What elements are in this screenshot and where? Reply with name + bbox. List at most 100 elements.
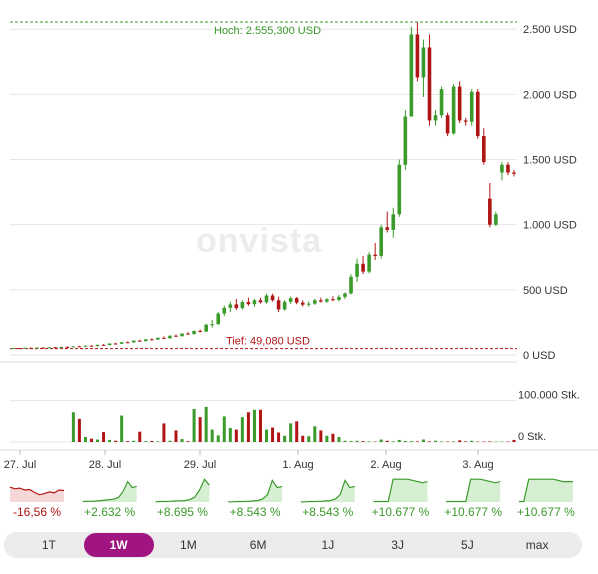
- x-tick-label: 28. Jul: [89, 459, 121, 471]
- volume-bar: [313, 426, 316, 442]
- volume-bar: [289, 423, 292, 442]
- volume-bar: [434, 441, 437, 442]
- candle-body: [373, 255, 377, 256]
- x-tick-label: 3. Aug: [462, 459, 493, 471]
- low-label: Tief: 49,080 USD: [226, 336, 310, 348]
- sparkline-area: [83, 482, 137, 502]
- sparkline-4: +8.543 %: [228, 480, 282, 519]
- candle-body: [379, 227, 383, 256]
- candle-body: [35, 348, 39, 349]
- range-button-1m[interactable]: 1M: [154, 533, 224, 557]
- candle-body: [434, 115, 438, 120]
- candle-body: [168, 336, 172, 339]
- candle-body: [422, 47, 426, 77]
- volume-bar: [156, 441, 159, 442]
- volume-bar: [319, 430, 322, 442]
- candle-body: [204, 325, 208, 332]
- candle-body: [41, 348, 45, 349]
- volume-bar: [325, 436, 328, 442]
- volume-bar: [114, 441, 117, 442]
- candle-body: [138, 341, 142, 342]
- x-tick-label: 2. Aug: [370, 459, 401, 471]
- volume-bar: [174, 430, 177, 442]
- volume-bar: [283, 436, 286, 442]
- volume-bar: [362, 441, 365, 442]
- candle-body: [216, 314, 220, 325]
- range-button-1w[interactable]: 1W: [84, 533, 154, 557]
- y-tick-label: 1.000 USD: [523, 220, 577, 232]
- volume-bar: [380, 440, 383, 442]
- candle-body: [241, 302, 245, 308]
- volume-bar: [440, 441, 443, 442]
- sparkline-2: +2.632 %: [83, 482, 137, 519]
- range-button-6m[interactable]: 6M: [223, 533, 293, 557]
- candle-body: [458, 87, 462, 121]
- candle-body: [162, 338, 166, 339]
- candle-body: [247, 302, 251, 304]
- volume-bar: [187, 441, 190, 442]
- candle-body: [385, 227, 389, 230]
- candle-body: [72, 346, 76, 347]
- x-tick-label: 27. Jul: [4, 459, 36, 471]
- volume-bar: [464, 441, 467, 442]
- candle-body: [222, 308, 226, 314]
- sparkline-area: [10, 487, 64, 502]
- volume-bar: [458, 440, 461, 442]
- x-tick-label: 29. Jul: [184, 459, 216, 471]
- volume-bar: [138, 432, 141, 442]
- volume-bar: [271, 428, 274, 442]
- sparkline-area: [519, 479, 573, 502]
- candle-body: [446, 115, 450, 133]
- candle-body: [114, 344, 118, 345]
- candle-body: [343, 293, 347, 296]
- sparkline-change-label: +8.543 %: [302, 505, 353, 519]
- candle-body: [283, 302, 287, 310]
- candle-body: [488, 199, 492, 225]
- volume-bar: [488, 441, 491, 442]
- candle-body: [53, 347, 57, 348]
- candle-body: [108, 344, 112, 346]
- volume-bar: [428, 441, 431, 442]
- sparkline-change-label: +8.543 %: [230, 505, 281, 519]
- range-button-max[interactable]: max: [502, 533, 572, 557]
- sparkline-7: +10.677 %: [444, 479, 502, 519]
- range-button-5j[interactable]: 5J: [433, 533, 503, 557]
- candle-body: [470, 92, 474, 122]
- volume-bar: [410, 441, 413, 442]
- candle-body: [482, 136, 486, 162]
- sparkline-change-label: +10.677 %: [517, 505, 575, 519]
- volume-bar: [223, 416, 226, 442]
- candle-body: [325, 299, 329, 301]
- sparkline-change-label: +8.695 %: [157, 505, 208, 519]
- range-button-1t[interactable]: 1T: [14, 533, 84, 557]
- candle-body: [23, 348, 27, 349]
- volume-bar: [90, 439, 93, 442]
- sparkline-6: +10.677 %: [372, 479, 430, 519]
- candle-body: [277, 300, 281, 309]
- volume-bar: [253, 410, 256, 442]
- candle-body: [198, 331, 202, 332]
- candle-body: [90, 346, 94, 347]
- volume-bar: [277, 432, 280, 442]
- range-button-1j[interactable]: 1J: [293, 533, 363, 557]
- candle-body: [96, 345, 100, 346]
- volume-bar: [307, 436, 310, 442]
- volume-bar: [181, 439, 184, 442]
- volume-bar: [193, 409, 196, 442]
- volume-bar: [108, 440, 111, 442]
- candle-body: [132, 341, 136, 343]
- candle-body: [144, 339, 148, 341]
- volume-bar: [416, 441, 419, 442]
- candle-body: [391, 214, 395, 230]
- candle-body: [265, 296, 269, 303]
- volume-bar: [404, 441, 407, 442]
- candle-body: [307, 304, 311, 305]
- range-button-3j[interactable]: 3J: [363, 533, 433, 557]
- candle-body: [126, 342, 130, 343]
- candle-body: [295, 298, 299, 302]
- volume-bar: [241, 417, 244, 442]
- candle-body: [331, 299, 335, 300]
- sparkline-8: +10.677 %: [517, 479, 575, 519]
- volume-bar: [356, 441, 359, 442]
